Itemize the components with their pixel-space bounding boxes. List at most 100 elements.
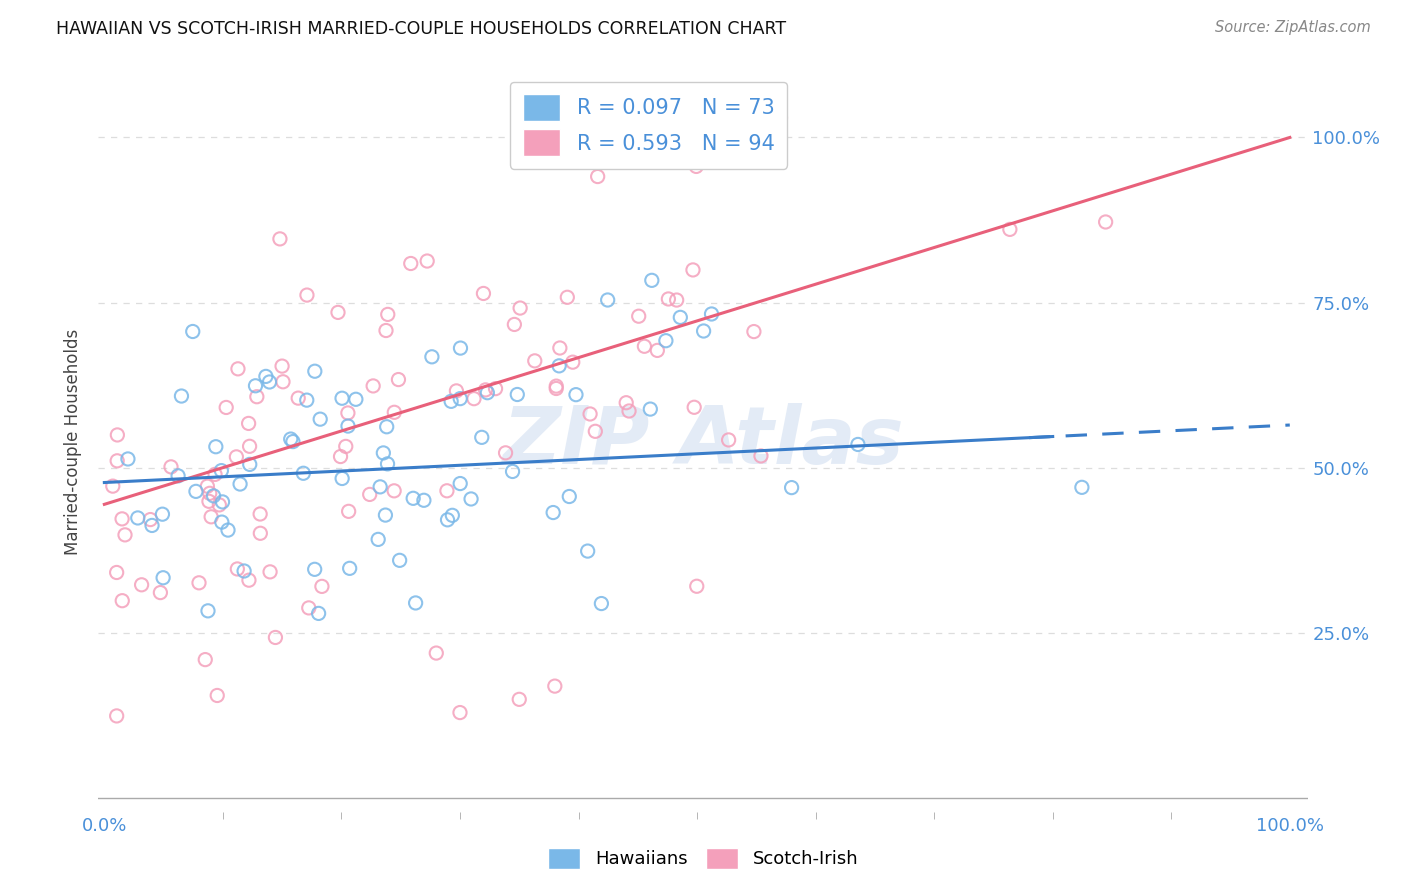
Point [402, 491, 425, 506]
Point [194, 652, 217, 666]
Point [583, 425, 606, 439]
Point [373, 446, 395, 460]
Point [449, 476, 471, 491]
Point [484, 382, 506, 396]
Point [405, 596, 427, 610]
Point [269, 232, 291, 246]
Point [330, 471, 353, 485]
Point [558, 490, 581, 504]
Point [641, 273, 664, 287]
Point [238, 573, 260, 587]
Point [211, 515, 233, 529]
Point [544, 679, 567, 693]
Point [633, 339, 655, 353]
Point [1094, 215, 1116, 229]
Point [449, 392, 471, 406]
Point [627, 309, 650, 323]
Point [114, 528, 136, 542]
Point [591, 597, 613, 611]
Point [209, 464, 232, 478]
Point [336, 406, 359, 420]
Point [101, 479, 124, 493]
Point [477, 385, 499, 400]
Point [226, 361, 249, 376]
Point [377, 307, 399, 321]
Text: HAWAIIAN VS SCOTCH-IRISH MARRIED-COUPLE HOUSEHOLDS CORRELATION CHART: HAWAIIAN VS SCOTCH-IRISH MARRIED-COUPLE … [56, 20, 786, 37]
Point [361, 379, 384, 393]
Point [548, 341, 571, 355]
Point [111, 593, 134, 607]
Point [375, 419, 398, 434]
Point [460, 491, 482, 506]
Point [555, 290, 578, 304]
Point [780, 481, 803, 495]
Point [295, 288, 318, 302]
Point [665, 293, 688, 307]
Point [546, 379, 568, 393]
Point [233, 564, 256, 578]
Point [565, 387, 588, 401]
Point [335, 439, 357, 453]
Point [436, 483, 458, 498]
Point [449, 706, 471, 720]
Point [416, 254, 439, 268]
Point [254, 369, 277, 384]
Point [167, 468, 190, 483]
Point [229, 477, 252, 491]
Point [197, 604, 219, 618]
Text: Source: ZipAtlas.com: Source: ZipAtlas.com [1215, 20, 1371, 35]
Point [749, 449, 772, 463]
Point [617, 404, 640, 418]
Y-axis label: Married-couple Households: Married-couple Households [65, 328, 83, 555]
Point [596, 293, 619, 307]
Point [337, 504, 360, 518]
Point [388, 553, 411, 567]
Point [181, 325, 204, 339]
Point [463, 392, 485, 406]
Point [367, 533, 389, 547]
Point [198, 494, 221, 508]
Point [682, 263, 704, 277]
Point [375, 324, 398, 338]
Point [685, 160, 707, 174]
Point [1070, 480, 1092, 494]
Point [377, 457, 399, 471]
Point [298, 601, 321, 615]
Point [440, 394, 463, 409]
Point [846, 437, 869, 451]
Point [105, 566, 128, 580]
Point [374, 508, 396, 522]
Point [717, 433, 740, 447]
Point [238, 417, 260, 431]
Point [200, 509, 222, 524]
Point [326, 305, 349, 319]
Point [742, 325, 765, 339]
Point [292, 467, 315, 481]
Point [508, 692, 530, 706]
Point [686, 579, 709, 593]
Point [304, 364, 326, 378]
Point [495, 446, 517, 460]
Point [287, 391, 309, 405]
Point [683, 401, 706, 415]
Point [188, 575, 211, 590]
Point [309, 412, 332, 426]
Point [259, 375, 281, 389]
Point [217, 523, 239, 537]
Point [700, 307, 723, 321]
Point [329, 450, 352, 464]
Point [472, 286, 495, 301]
Point [105, 428, 128, 442]
Point [152, 571, 174, 585]
Point [337, 419, 360, 434]
Point [295, 393, 318, 408]
Point [249, 507, 271, 521]
Point [226, 562, 249, 576]
Point [105, 454, 128, 468]
Point [387, 373, 409, 387]
Point [330, 391, 353, 405]
Point [769, 111, 792, 125]
Point [308, 607, 330, 621]
Point [412, 493, 434, 508]
Point [215, 401, 238, 415]
